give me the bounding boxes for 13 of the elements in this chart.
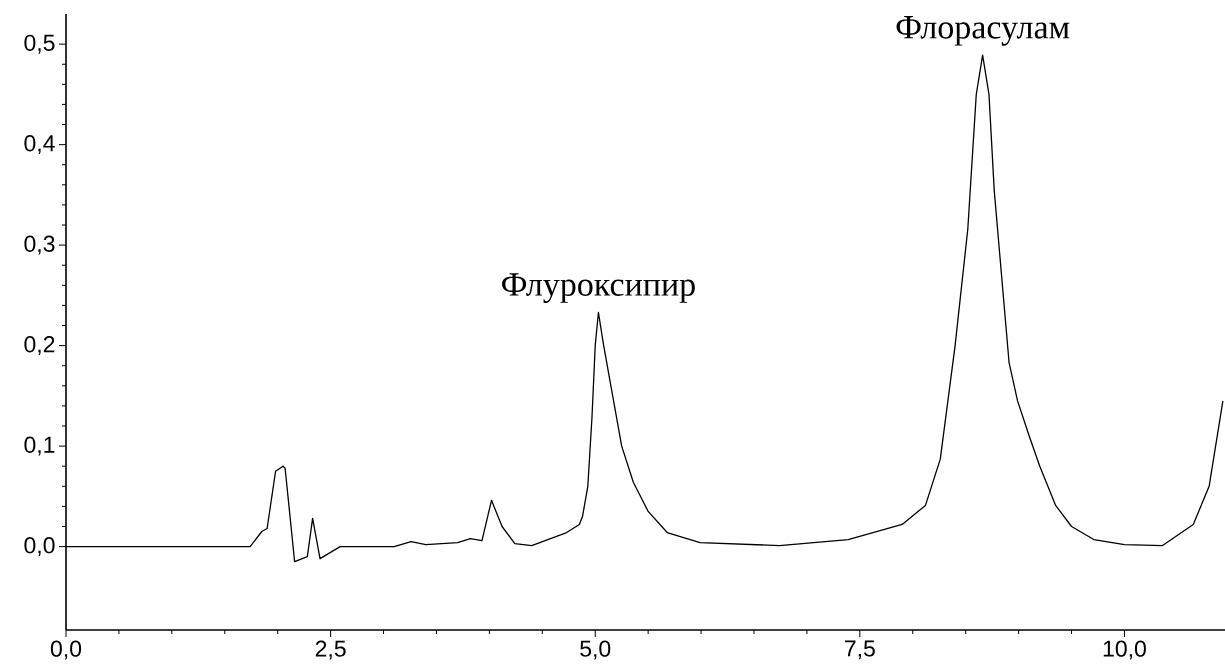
x-tick-label: 2,5	[315, 640, 346, 660]
y-tick-label: 0,4	[24, 135, 55, 155]
x-tick-label: 10,0	[1103, 640, 1146, 660]
x-tick-label: 5,0	[580, 640, 611, 660]
annotation: Флорасулам	[896, 16, 1070, 46]
y-tick-label: 0,3	[24, 235, 55, 255]
x-tick-label: 0,0	[50, 640, 82, 660]
x-tick-label: 7,5	[845, 640, 875, 660]
y-tick-label: 0,2	[24, 336, 55, 356]
y-tick-label: 0,1	[24, 436, 55, 456]
annotation: Флуроксипир	[502, 273, 695, 303]
y-tick-label: 0,5	[24, 34, 55, 54]
y-tick-label: 0,0	[24, 537, 55, 557]
